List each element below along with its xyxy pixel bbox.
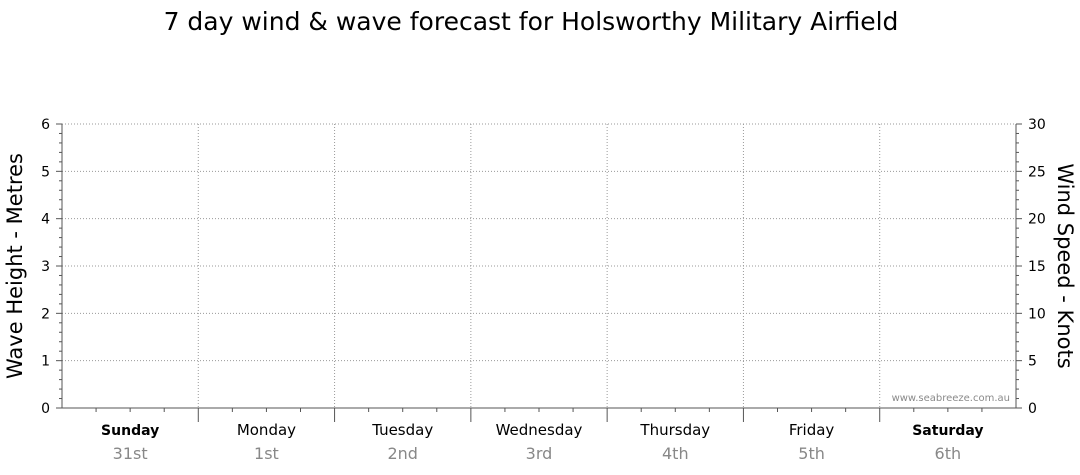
left-axis-ticks: 0 1 2 3 4 5 6 — [41, 117, 50, 417]
day-date-label: 1st — [254, 444, 279, 463]
day-name-label: Sunday — [101, 423, 159, 439]
day-name-label: Friday — [789, 421, 835, 439]
day-name-label: Tuesday — [371, 421, 433, 439]
right-tick-label: 25 — [1028, 164, 1046, 180]
left-tick-label: 6 — [41, 117, 50, 133]
day-labels: Sunday 31st Monday 1st Tuesday 2nd Wednesday 3r… — [101, 421, 983, 463]
left-tick-label: 5 — [41, 164, 50, 180]
right-tick-label: 0 — [1028, 401, 1037, 417]
gridlines — [62, 123, 1016, 408]
day-date-label: 3rd — [526, 444, 553, 463]
day-date-label: 31st — [113, 444, 148, 463]
day-name-label: Thursday — [639, 421, 710, 439]
left-tick-label: 4 — [41, 212, 50, 228]
right-tick-label: 30 — [1028, 117, 1046, 133]
left-tick-label: 2 — [41, 306, 50, 322]
left-axis-title: Wave Height - Metres — [3, 153, 27, 379]
day-name-label: Saturday — [912, 423, 983, 439]
right-tick-label: 5 — [1028, 354, 1037, 370]
day-name-label: Monday — [237, 421, 296, 439]
right-tick-label: 15 — [1028, 259, 1046, 275]
right-axis-ticks: 0 5 10 15 20 25 30 — [1028, 117, 1046, 417]
chart-title: 7 day wind & wave forecast for Holsworth… — [164, 7, 899, 36]
right-tick-label: 20 — [1028, 212, 1046, 228]
left-tick-label: 3 — [41, 259, 50, 275]
right-tick-label: 10 — [1028, 306, 1046, 322]
day-date-label: 2nd — [387, 444, 417, 463]
day-date-label: 5th — [798, 444, 825, 463]
day-date-label: 6th — [935, 444, 962, 463]
left-tick-label: 1 — [41, 354, 50, 370]
watermark-text: www.seabreeze.com.au — [892, 393, 1010, 404]
day-name-label: Wednesday — [496, 421, 583, 439]
left-tick-label: 0 — [41, 401, 50, 417]
day-date-label: 4th — [662, 444, 689, 463]
right-axis-title: Wind Speed - Knots — [1053, 163, 1077, 368]
axes — [56, 123, 1022, 422]
